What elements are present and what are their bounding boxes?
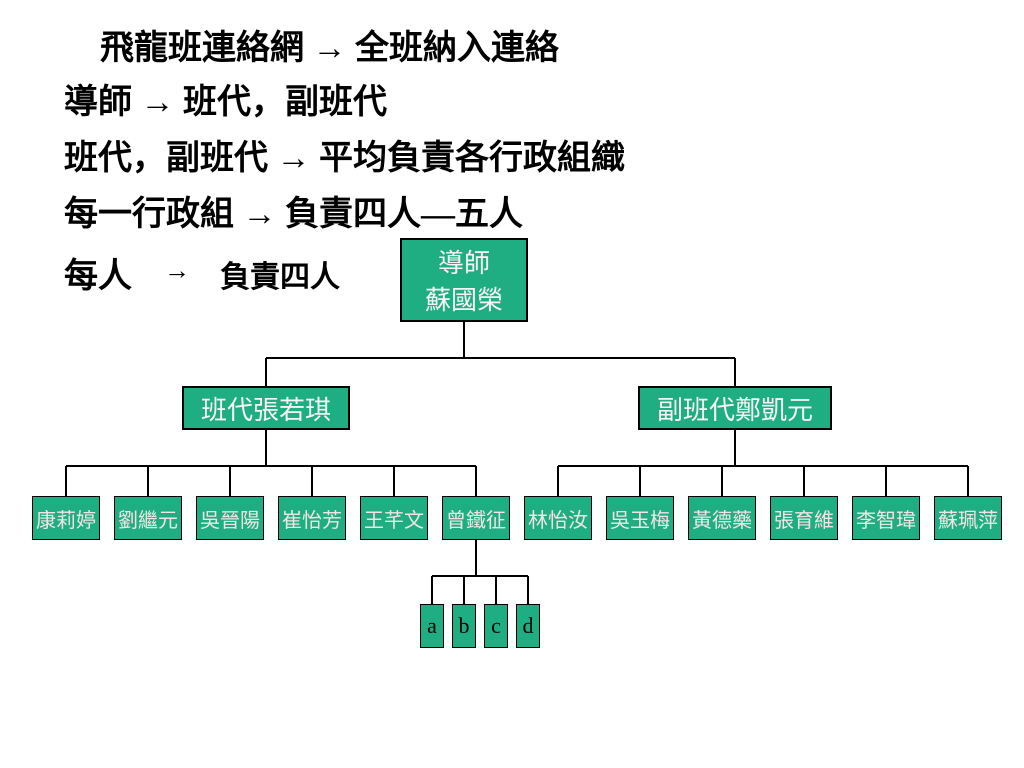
org-leaf-c10: 張育維 <box>770 496 838 540</box>
org-leaf-c6: 曾鐵征 <box>442 496 510 540</box>
org-leaf-c5: 王芊文 <box>360 496 428 540</box>
org-leaf-c7: 林怡汝 <box>524 496 592 540</box>
org-sub-c: c <box>484 604 508 648</box>
org-leaf-c2: 劉繼元 <box>114 496 182 540</box>
text-l3: 班代，副班代 → 平均負責各行政組織 <box>64 130 625 179</box>
org-sub-d: d <box>516 604 540 648</box>
text-l1: 飛龍班連絡網 → 全班納入連絡 <box>100 20 559 69</box>
org-leaf-c4: 崔怡芳 <box>278 496 346 540</box>
node-line: 蘇國榮 <box>425 280 503 317</box>
org-leaf-c8: 吳玉梅 <box>606 496 674 540</box>
org-mid-rep: 班代張若琪 <box>182 386 350 430</box>
org-leaf-c3: 吳晉陽 <box>196 496 264 540</box>
text-l5b: → <box>164 256 190 286</box>
org-sub-a: a <box>420 604 444 648</box>
node-line: 導師 <box>438 243 490 280</box>
text-l5c: 負責四人 <box>220 252 340 296</box>
text-l4: 每一行政組 → 負責四人—五人 <box>64 186 523 235</box>
org-leaf-c12: 蘇珮萍 <box>934 496 1002 540</box>
org-sub-b: b <box>452 604 476 648</box>
org-leaf-c11: 李智瑋 <box>852 496 920 540</box>
text-l2: 導師 → 班代，副班代 <box>64 74 387 123</box>
text-l5a: 每人 <box>64 248 132 297</box>
org-leaf-c1: 康莉婷 <box>32 496 100 540</box>
org-root-root: 導師蘇國榮 <box>400 238 528 322</box>
org-mid-vrep: 副班代鄭凱元 <box>638 386 832 430</box>
org-leaf-c9: 黃德藥 <box>688 496 756 540</box>
